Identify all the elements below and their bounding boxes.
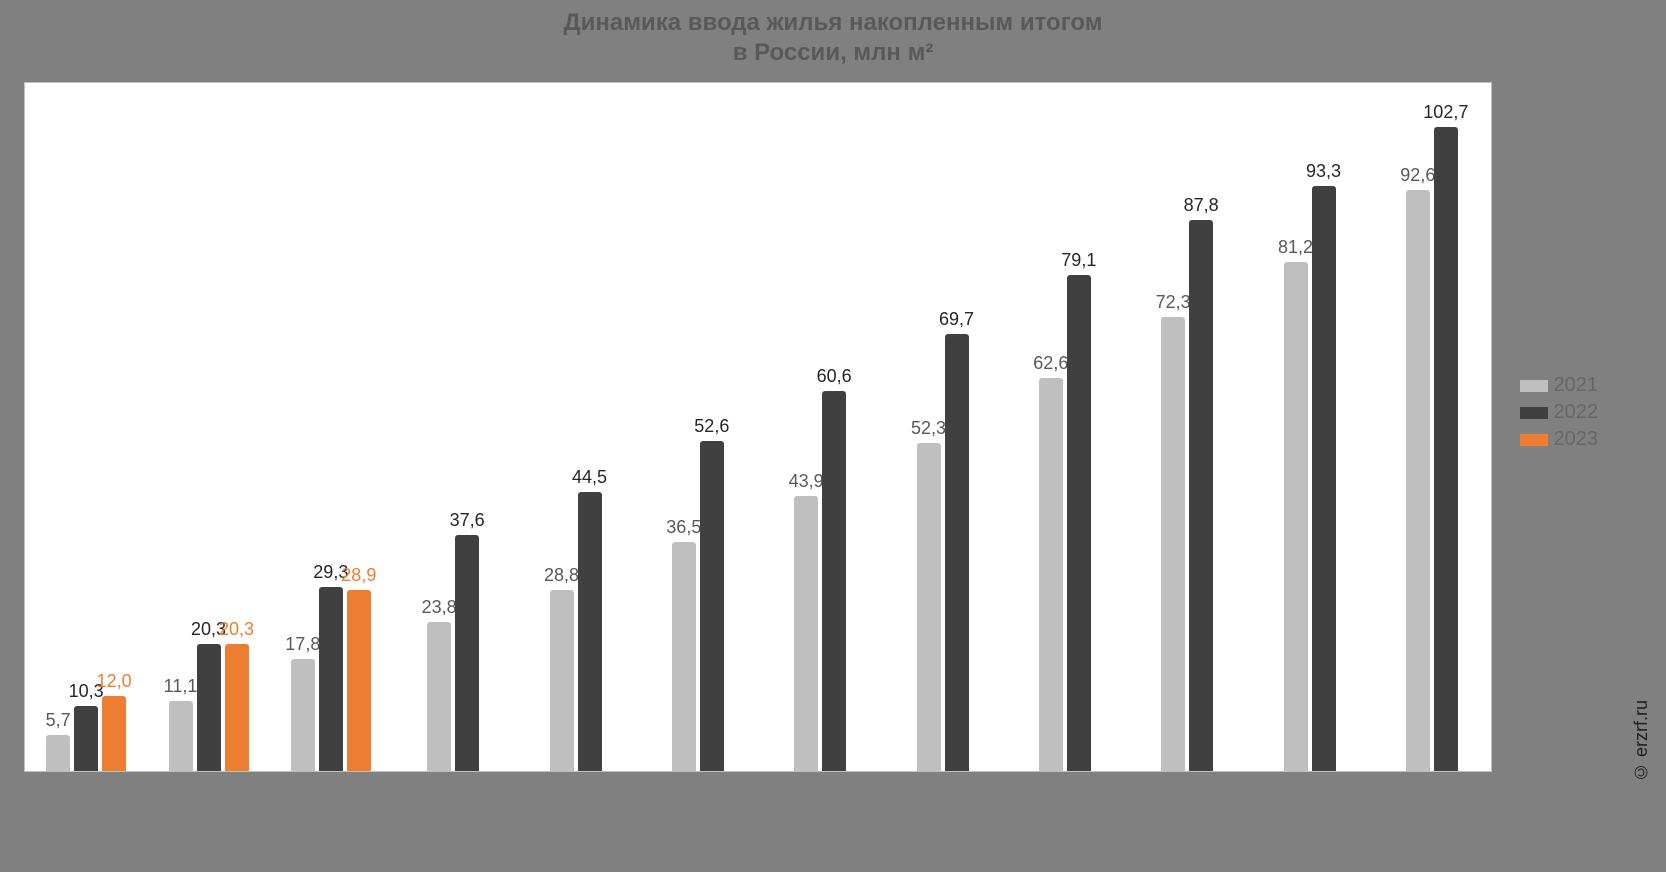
x-tick-label: Апрель — [392, 780, 512, 801]
bar — [794, 496, 818, 771]
bar — [672, 542, 696, 771]
bar-value-label: 79,1 — [1049, 250, 1109, 271]
bar — [1312, 186, 1336, 771]
bar-value-label: 93,3 — [1294, 161, 1354, 182]
copyright-label: © erzrf.ru — [1631, 700, 1652, 782]
bar-value-label: 44,5 — [560, 467, 620, 488]
chart-title: Динамика ввода жилья накопленным итогом … — [0, 8, 1666, 68]
bar-value-label: 28,9 — [329, 565, 389, 586]
bar-value-label: 52,6 — [682, 416, 742, 437]
bar-value-label: 60,6 — [804, 366, 864, 387]
bar — [74, 706, 98, 771]
plot-area: 5,710,312,011,120,320,317,829,328,923,83… — [24, 82, 1492, 772]
bar — [427, 622, 451, 771]
legend-item: 2021 — [1520, 374, 1599, 397]
bar-value-label: 20,3 — [207, 619, 267, 640]
bar — [197, 644, 221, 771]
bar — [1406, 190, 1430, 771]
bar — [578, 492, 602, 771]
bar — [319, 587, 343, 771]
legend: 2021 2022 2023 — [1520, 370, 1599, 455]
bar — [169, 701, 193, 771]
bar — [1039, 378, 1063, 771]
bar — [46, 735, 70, 771]
bar — [347, 590, 371, 771]
legend-swatch — [1520, 434, 1548, 446]
legend-item: 2022 — [1520, 401, 1599, 424]
legend-label: 2021 — [1554, 374, 1599, 397]
x-tick-label: Ноябрь — [1249, 780, 1369, 801]
legend-item: 2023 — [1520, 428, 1599, 451]
title-line-2: в России, млн м² — [733, 39, 934, 66]
x-tick-label: Январь — [25, 780, 145, 801]
x-tick-label: Сентябрь — [1004, 780, 1124, 801]
bar — [822, 391, 846, 771]
chart-frame: Динамика ввода жилья накопленным итогом … — [0, 0, 1666, 872]
x-tick-label: Февраль — [148, 780, 268, 801]
x-tick-label: Август — [882, 780, 1002, 801]
title-line-1: Динамика ввода жилья накопленным итогом — [564, 9, 1103, 36]
bar-value-label: 12,0 — [84, 671, 144, 692]
bar — [700, 441, 724, 771]
bar-value-label: 37,6 — [437, 510, 497, 531]
x-tick-label: Июнь — [637, 780, 757, 801]
bar — [1189, 220, 1213, 771]
bar — [1284, 262, 1308, 771]
x-tick-label: Март — [270, 780, 390, 801]
bar — [945, 334, 969, 771]
bar — [291, 659, 315, 771]
x-axis: ЯнварьФевральМартАпрельМайИюньИюльАвгуст… — [24, 772, 1492, 812]
legend-label: 2023 — [1554, 428, 1599, 451]
bar — [455, 535, 479, 771]
bar — [225, 644, 249, 771]
legend-label: 2022 — [1554, 401, 1599, 424]
x-tick-label: Октябрь — [1126, 780, 1246, 801]
bar — [917, 443, 941, 771]
bar — [1161, 317, 1185, 771]
bar-value-label: 102,7 — [1416, 102, 1476, 123]
bar — [550, 590, 574, 771]
x-tick-label: Май — [515, 780, 635, 801]
bar-value-label: 69,7 — [927, 309, 987, 330]
bar — [102, 696, 126, 771]
bars-container: 5,710,312,011,120,320,317,829,328,923,83… — [25, 83, 1491, 771]
bar — [1067, 275, 1091, 771]
legend-swatch — [1520, 407, 1548, 419]
x-tick-label: Декабрь — [1371, 780, 1491, 801]
bar-value-label: 87,8 — [1171, 195, 1231, 216]
legend-swatch — [1520, 380, 1548, 392]
x-tick-label: Июль — [759, 780, 879, 801]
bar — [1434, 127, 1458, 771]
